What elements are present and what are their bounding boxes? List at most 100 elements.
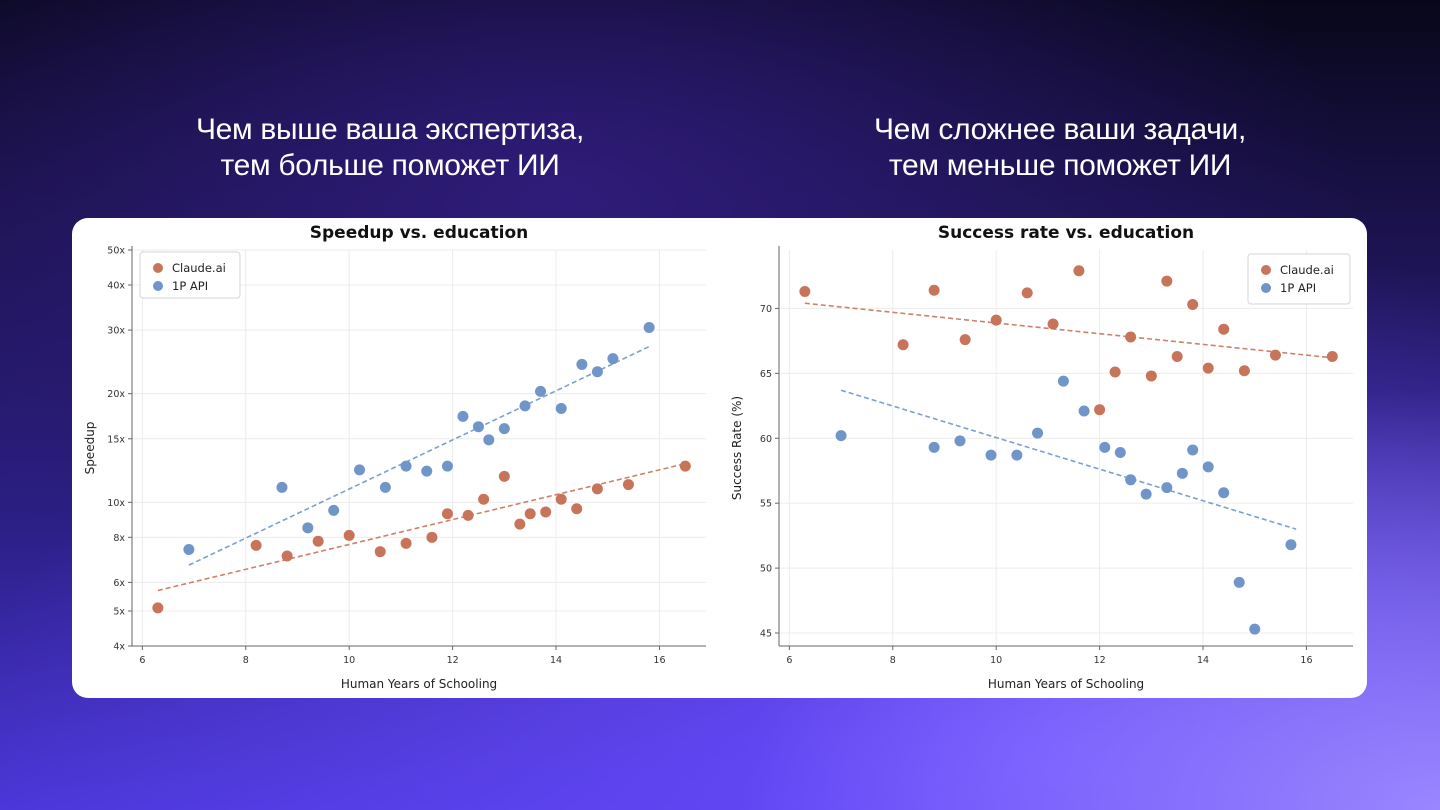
success-rate-chart: 6 8 10 12 14 16 45 50 55 60 65 70 Success rate vs. e… (730, 223, 1353, 691)
x-tick-label: 14 (1197, 655, 1209, 666)
data-point (250, 539, 262, 551)
x-tick-label: 6 (786, 655, 792, 666)
x-tick-label: 16 (1300, 655, 1312, 666)
data-point (1171, 350, 1183, 362)
y-tick-label: 8x (113, 533, 125, 544)
data-point (183, 544, 195, 556)
speedup-chart: 6 8 10 12 14 16 4x 5x 6x 8x 10x 15x 20x 30x 40x 50x Spee… (83, 223, 706, 691)
data-point (985, 449, 997, 461)
x-axis-label: Human Years of Schooling (988, 677, 1144, 691)
data-point (374, 546, 386, 558)
data-point (555, 402, 567, 414)
data-point (928, 284, 940, 296)
data-point (379, 481, 391, 493)
legend-label: 1P API (172, 279, 208, 293)
data-point (343, 529, 355, 541)
data-point (1145, 370, 1157, 382)
legend-marker (153, 281, 163, 291)
x-tick-label: 10 (343, 655, 355, 666)
caption-left: Чем выше ваша экспертиза, тем больше пом… (110, 112, 670, 184)
x-tick-label: 12 (1094, 655, 1106, 666)
data-point (1125, 331, 1137, 343)
caption-left-line1: Чем выше ваша экспертиза, (195, 113, 585, 146)
data-point (540, 506, 552, 518)
data-point (498, 423, 510, 435)
data-point (1161, 482, 1173, 494)
caption-right-line2: тем меньше поможет ИИ (888, 149, 1232, 182)
data-point (990, 314, 1002, 326)
y-tick-label: 20x (107, 389, 125, 400)
data-point (1326, 350, 1338, 362)
data-point (1161, 275, 1173, 287)
y-tick-label: 10x (107, 498, 125, 509)
data-point (426, 531, 438, 543)
data-point (478, 493, 490, 505)
y-tick-label: 6x (113, 578, 125, 589)
y-tick-label: 50 (760, 564, 772, 575)
data-point (1187, 444, 1199, 456)
data-point (519, 400, 531, 412)
data-point (555, 493, 567, 505)
legend-label: Claude.ai (172, 261, 226, 275)
legend-box (1247, 253, 1351, 305)
legend-label: Claude.ai (1280, 263, 1334, 277)
data-point (441, 460, 453, 472)
y-axis-label: Success Rate (%) (730, 396, 744, 500)
data-point (928, 441, 940, 453)
data-point (1057, 375, 1069, 387)
data-point (1109, 366, 1121, 378)
data-point (472, 421, 484, 433)
trend-line (804, 302, 1333, 359)
data-point (643, 321, 655, 333)
data-point (1187, 299, 1199, 311)
data-point (1140, 488, 1152, 500)
data-point (959, 334, 971, 346)
caption-right-line1: Чем сложнее ваши задачи, (873, 113, 1247, 146)
data-point (1094, 404, 1106, 416)
data-point (1078, 405, 1090, 417)
data-point (1114, 447, 1126, 459)
legend-box (139, 251, 241, 299)
data-point (571, 503, 583, 515)
data-point (1218, 323, 1230, 335)
data-point (1202, 362, 1214, 374)
data-point (1269, 349, 1281, 361)
data-point (400, 460, 412, 472)
data-point (591, 483, 603, 495)
data-point (276, 481, 288, 493)
legend-marker (1261, 265, 1271, 275)
data-point (954, 435, 966, 447)
data-point (835, 430, 847, 442)
data-point (1099, 441, 1111, 453)
x-tick-label: 16 (653, 655, 665, 666)
y-axis-label: Speedup (83, 422, 97, 475)
y-tick-label: 55 (760, 499, 772, 510)
caption-right: Чем сложнее ваши задачи, тем меньше помо… (780, 112, 1340, 184)
data-point (457, 410, 469, 422)
y-tick-label: 40x (107, 280, 125, 291)
data-point (607, 353, 619, 365)
data-point (1233, 576, 1245, 588)
caption-left-line2: тем больше поможет ИИ (220, 149, 560, 182)
y-tick-label: 5x (113, 607, 125, 618)
data-point (799, 286, 811, 298)
data-point (152, 602, 164, 614)
x-axis-label: Human Years of Schooling (341, 677, 497, 691)
data-point (1285, 539, 1297, 551)
y-tick-label: 70 (760, 304, 772, 315)
x-tick-label: 12 (447, 655, 459, 666)
data-point (679, 460, 691, 472)
data-point (400, 537, 412, 549)
data-point (1032, 427, 1044, 439)
y-tick-label: 65 (760, 369, 772, 380)
data-point (535, 385, 547, 397)
data-point (281, 550, 293, 562)
data-point (1238, 365, 1250, 377)
data-point (498, 470, 510, 482)
trend-line (188, 345, 650, 566)
data-point (1202, 461, 1214, 473)
x-tick-label: 8 (243, 655, 249, 666)
data-point (897, 339, 909, 351)
legend-marker (153, 263, 163, 273)
y-tick-label: 15x (107, 434, 125, 445)
